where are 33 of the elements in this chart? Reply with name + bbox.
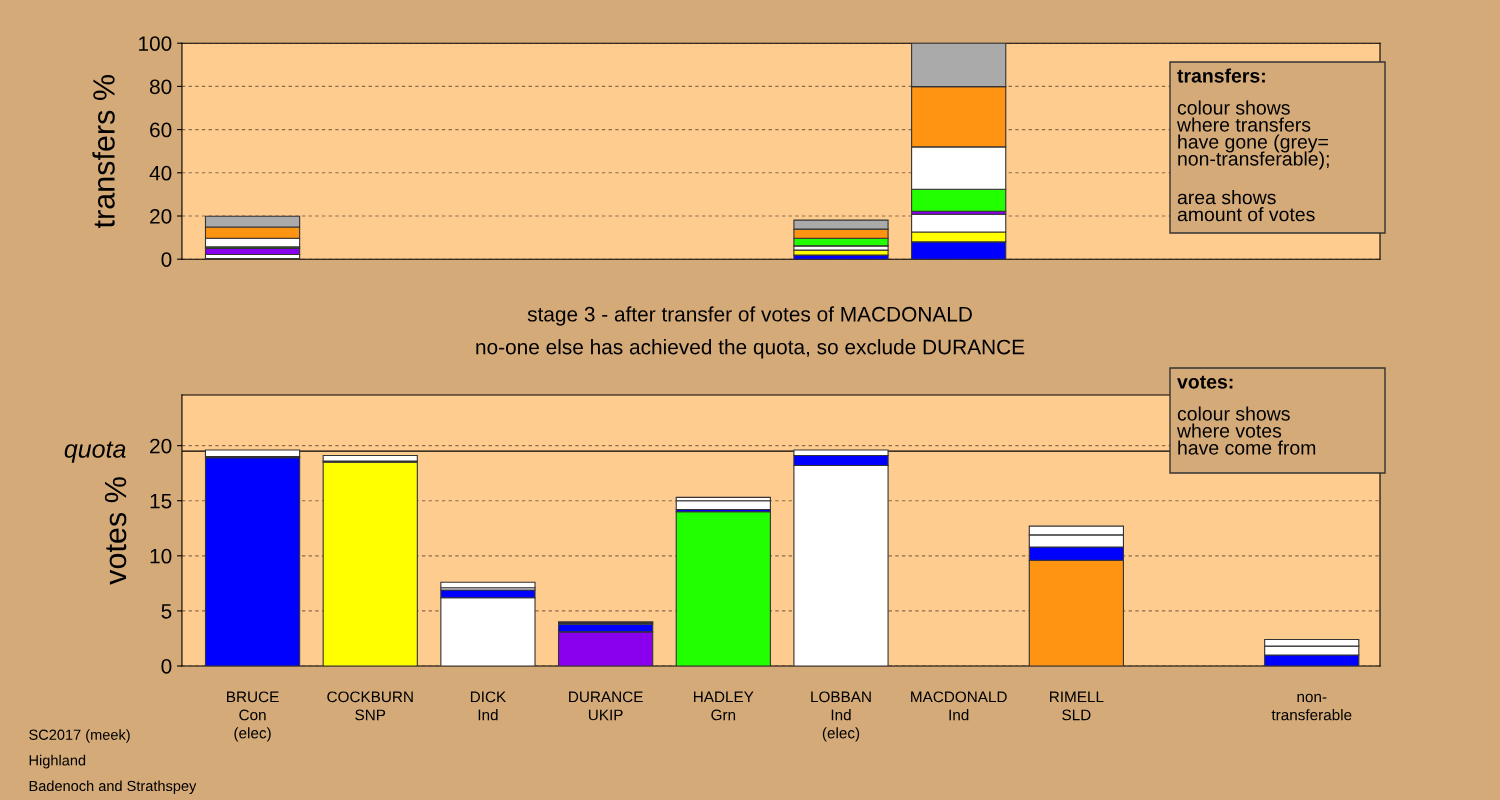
- x-tick-label: HADLEY Grn: [693, 691, 754, 721]
- x-tick-label: COCKBURN SNP: [327, 691, 413, 721]
- x-tick-label: non- transferable: [1271, 693, 1352, 721]
- text: Highland: [29, 754, 86, 769]
- annotation: transfers:: [1177, 68, 1265, 83]
- text: SC2017 (meek): [29, 729, 130, 743]
- annotation: colour shows where transfers have gone (grey= non-transferable);: [1176, 100, 1329, 170]
- y-tick-label: 100: [139, 36, 172, 51]
- y-tick-label: 20: [150, 438, 172, 454]
- text: votes:: [1177, 375, 1233, 389]
- y-tick-label: 0: [161, 252, 172, 267]
- x-tick-label: DURANCE UKIP: [569, 691, 643, 721]
- y-tick-label: 5: [161, 604, 172, 619]
- chart-subtitle: no-one else has achieved the quota, so exclude DURANCE: [476, 339, 1025, 359]
- y-tick-label: 40: [149, 165, 172, 181]
- y-tick-label: 20: [150, 209, 172, 224]
- y-tick-label: 60: [150, 122, 172, 138]
- text: Badenoch and Strathspey: [29, 780, 197, 794]
- chart-title: stage 3 - after transfer of votes of MACDONALD: [527, 306, 972, 326]
- y-axis-title: votes %: [104, 477, 127, 585]
- annotation: area shows amount of votes: [1177, 190, 1315, 222]
- y-axis-title: transfers %: [92, 75, 115, 228]
- x-tick-label: BRUCE Con (elec): [227, 691, 279, 742]
- x-tick-label: MACDONALD Ind: [911, 691, 1007, 721]
- y-tick-label: 80: [149, 79, 172, 95]
- y-tick-label: 15: [150, 493, 172, 509]
- y-tick-label: 10: [150, 548, 172, 564]
- annotation: colour shows where votes have come from: [1176, 406, 1316, 455]
- y-tick-label: 0: [161, 659, 172, 674]
- ref-line-label: quota: [64, 441, 126, 463]
- x-tick-label: RIMELL SLD: [1050, 691, 1104, 721]
- x-tick-label: DICK Ind: [470, 691, 507, 721]
- x-tick-label: LOBBAN Ind (elec): [811, 691, 871, 742]
